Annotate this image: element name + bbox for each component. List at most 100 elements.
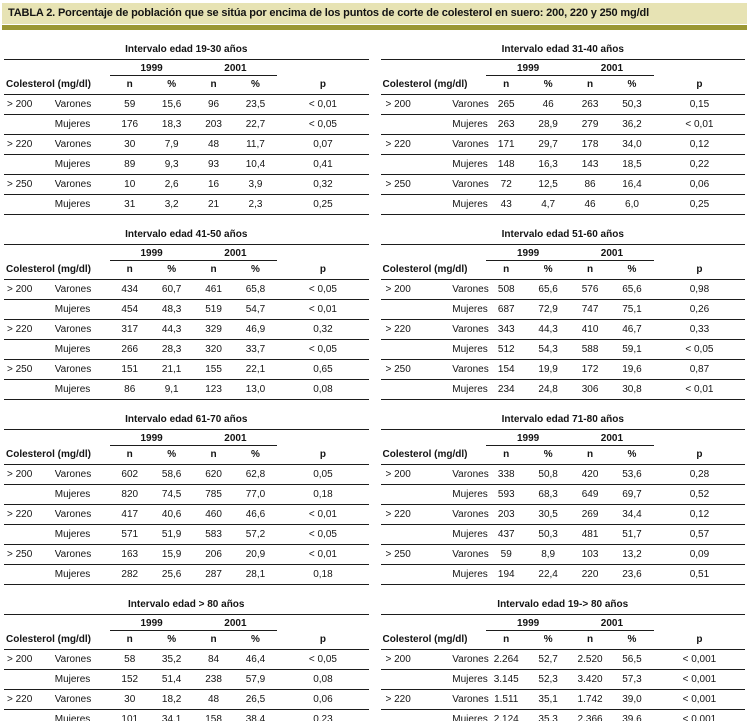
n-2001-value: 123: [193, 379, 234, 400]
p-column-header: p: [277, 445, 369, 465]
table-row: Mujeres 820 74,5 785 77,0 0,18: [4, 484, 369, 505]
n-1999-value: 176: [109, 114, 150, 135]
sex-label: Varones: [424, 279, 489, 300]
n-column-header: n: [109, 630, 150, 650]
sex-label: Mujeres: [424, 669, 488, 690]
p-value: 0,07: [277, 134, 369, 155]
p-value: 0,25: [653, 194, 745, 215]
n-2001-value: 48: [193, 134, 234, 155]
cholesterol-column-header: Colesterol (mg/dl): [4, 75, 110, 95]
cholesterol-column-header: Colesterol (mg/dl): [380, 75, 487, 95]
spacer-cell: [381, 60, 487, 76]
sex-label: Varones: [424, 94, 489, 115]
cholesterol-column-header: Colesterol (mg/dl): [4, 260, 110, 280]
spacer-cell: [381, 245, 487, 261]
pct-column-header: %: [610, 445, 654, 465]
p-value: 0,32: [277, 174, 369, 195]
n-1999-value: 58: [109, 649, 150, 670]
pct-column-header: %: [149, 260, 194, 280]
p-value: < 0,001: [653, 649, 745, 670]
cholesterol-cutoff-label: > 250: [380, 174, 425, 195]
p-value: 0,52: [653, 484, 745, 505]
pct-2001-value: 65,8: [233, 279, 278, 300]
pct-1999-value: 8,9: [526, 544, 571, 565]
sex-label: Varones: [424, 359, 489, 380]
year-1999-header: 1999: [486, 59, 571, 76]
pct-1999-value: 21,1: [149, 359, 194, 380]
p-value: 0,15: [653, 94, 745, 115]
cholesterol-cutoff-label: > 200: [4, 94, 48, 115]
sex-label: Mujeres: [424, 709, 488, 721]
pct-2001-value: 26,5: [233, 689, 278, 710]
n-column-header: n: [570, 445, 611, 465]
cholesterol-cutoff-label: > 200: [380, 279, 425, 300]
cholesterol-cutoff-label: > 200: [4, 464, 48, 485]
table-row: Mujeres 86 9,1 123 13,0 0,08: [4, 379, 369, 400]
sex-label: Mujeres: [424, 194, 488, 215]
n-1999-value: 194: [486, 564, 527, 585]
cholesterol-cutoff-label: [380, 669, 425, 690]
cholesterol-cutoff-label: [380, 524, 425, 545]
pct-1999-value: 25,6: [149, 564, 194, 585]
pct-1999-value: 46: [526, 94, 571, 115]
n-2001-value: 206: [193, 544, 234, 565]
cholesterol-cutoff-label: [380, 114, 425, 135]
pct-1999-value: 18,2: [149, 689, 194, 710]
pct-2001-value: 39,6: [610, 709, 654, 721]
cholesterol-cutoff-label: > 200: [380, 649, 425, 670]
n-2001-value: 158: [193, 709, 234, 721]
n-column-header: n: [486, 260, 527, 280]
p-value: < 0,01: [277, 544, 369, 565]
year-1999-header: 1999: [109, 59, 194, 76]
pct-1999-value: 74,5: [149, 484, 194, 505]
pct-2001-value: 50,3: [610, 94, 654, 115]
year-1999-header: 1999: [486, 429, 571, 446]
n-2001-value: 84: [193, 649, 234, 670]
n-2001-value: 86: [570, 174, 611, 195]
n-1999-value: 163: [109, 544, 150, 565]
sex-label: Mujeres: [47, 564, 110, 585]
year-1999-header: 1999: [109, 614, 194, 631]
cholesterol-cutoff-label: [4, 524, 48, 545]
p-value: < 0,05: [277, 524, 369, 545]
p-value: < 0,05: [277, 114, 369, 135]
table-row: Mujeres 263 28,9 279 36,2 < 0,01: [380, 114, 745, 135]
pct-1999-value: 72,9: [526, 299, 571, 320]
p-value: 0,22: [653, 154, 745, 175]
pct-2001-value: 57,9: [233, 669, 278, 690]
n-1999-value: 571: [109, 524, 150, 545]
n-1999-value: 3.145: [486, 669, 527, 690]
spacer-cell: [4, 245, 110, 261]
n-2001-value: 306: [570, 379, 611, 400]
pct-2001-value: 34,4: [610, 504, 654, 525]
year-1999-header: 1999: [486, 614, 571, 631]
cholesterol-cutoff-label: > 250: [380, 359, 425, 380]
pct-column-header: %: [526, 75, 571, 95]
table-row: Mujeres 2.124 35,3 2.366 39,6 < 0,001: [380, 709, 745, 721]
n-1999-value: 101: [109, 709, 150, 721]
n-1999-value: 31: [109, 194, 150, 215]
p-value: < 0,05: [277, 279, 369, 300]
n-2001-value: 143: [570, 154, 611, 175]
pct-column-header: %: [526, 445, 571, 465]
pct-2001-value: 57,2: [233, 524, 278, 545]
cholesterol-cutoff-label: > 250: [380, 544, 425, 565]
n-1999-value: 86: [109, 379, 150, 400]
age-interval-panel: Intervalo edad 19-> 80 años 1999 2001 Co…: [380, 598, 745, 721]
sex-label: Varones: [47, 359, 110, 380]
table-row: Mujeres 3.145 52,3 3.420 57,3 < 0,001: [380, 669, 745, 690]
n-1999-value: 148: [486, 154, 527, 175]
n-1999-value: 266: [109, 339, 150, 360]
n-1999-value: 203: [486, 504, 527, 525]
pct-1999-value: 52,7: [526, 649, 571, 670]
n-column-header: n: [109, 260, 150, 280]
pct-2001-value: 13,0: [233, 379, 278, 400]
p-value: 0,18: [277, 564, 369, 585]
n-column-header: n: [570, 75, 611, 95]
cholesterol-cutoff-label: [380, 709, 425, 721]
table-row: Mujeres 593 68,3 649 69,7 0,52: [380, 484, 745, 505]
table-row: Mujeres 43 4,7 46 6,0 0,25: [380, 194, 745, 215]
cholesterol-cutoff-label: > 250: [4, 544, 48, 565]
n-1999-value: 2.264: [486, 649, 527, 670]
p-value: < 0,001: [653, 709, 745, 721]
